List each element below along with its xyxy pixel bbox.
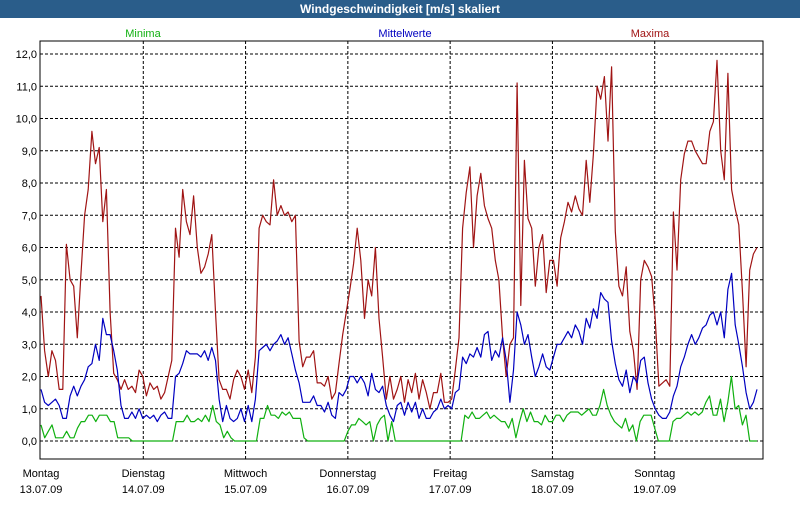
legend-entry-maxima: Maxima (631, 28, 670, 40)
y-tick-label: 2,0 (22, 372, 37, 384)
legend-entry-mittelwerte: Mittelwerte (378, 28, 431, 40)
x-date-label: 14.07.09 (122, 484, 165, 496)
x-date-label: 18.07.09 (531, 484, 574, 496)
y-tick-label: 6,0 (22, 243, 37, 255)
wind-speed-chart: Minima Mittelwerte Maxima 0,0 1,0 2,0 3,0 4,… (16, 28, 764, 496)
chart-area: Minima Mittelwerte Maxima 0,0 1,0 2,0 3,0 4,… (0, 18, 800, 500)
series-lines (40, 59, 758, 442)
x-axis-labels: Montag 13.07.09 Dienstag 14.07.09 Mittwoch 15… (20, 468, 677, 496)
series-line-mittelwerte (40, 272, 758, 423)
grid (40, 41, 763, 459)
y-axis-ticks: 0,0 1,0 2,0 3,0 4,0 5,0 6,0 7,0 8,0 9,0 10,0 11,0 12… (16, 49, 37, 448)
plot-frame (39, 40, 764, 460)
y-tick-label: 3,0 (22, 339, 37, 351)
x-day-label: Samstag (531, 468, 574, 480)
x-day-label: Mittwoch (224, 468, 267, 480)
y-tick-label: 10,0 (16, 114, 37, 126)
series-line-maxima (40, 59, 758, 410)
y-tick-label: 5,0 (22, 275, 37, 287)
legend: Minima Mittelwerte Maxima (125, 28, 670, 40)
x-date-label: 13.07.09 (20, 484, 63, 496)
x-day-label: Dienstag (122, 468, 165, 480)
x-day-label: Sonntag (634, 468, 675, 480)
x-date-label: 19.07.09 (633, 484, 676, 496)
x-date-label: 16.07.09 (326, 484, 369, 496)
y-tick-label: 1,0 (22, 404, 37, 416)
y-tick-label: 12,0 (16, 49, 37, 61)
x-day-label: Montag (23, 468, 60, 480)
series-line-minima (40, 375, 757, 442)
window-title: Windgeschwindigkeit [m/s] skaliert (0, 0, 800, 18)
y-tick-label: 0,0 (22, 436, 37, 448)
y-tick-label: 11,0 (16, 81, 37, 93)
x-day-label: Freitag (433, 468, 467, 480)
y-tick-label: 8,0 (22, 178, 37, 190)
y-tick-label: 7,0 (22, 210, 37, 222)
x-date-label: 17.07.09 (429, 484, 472, 496)
y-tick-label: 9,0 (22, 146, 37, 158)
legend-entry-minima: Minima (125, 28, 161, 40)
x-date-label: 15.07.09 (224, 484, 267, 496)
x-day-label: Donnerstag (319, 468, 376, 480)
y-tick-label: 4,0 (22, 307, 37, 319)
